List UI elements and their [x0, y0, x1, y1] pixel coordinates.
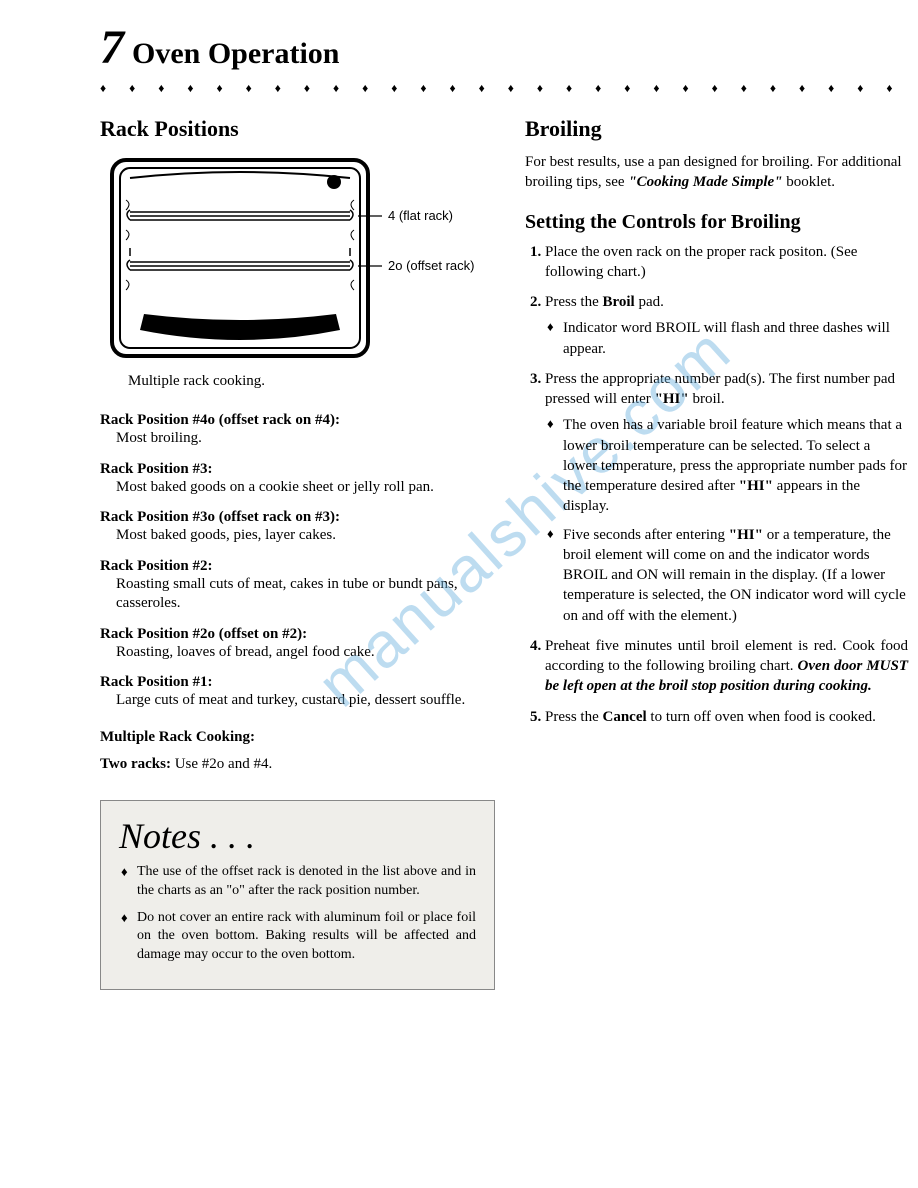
- note-item: The use of the offset rack is denoted in…: [137, 863, 476, 901]
- page-title: Oven Operation: [132, 37, 340, 71]
- rack-position-3o: Rack Position #3o (offset rack on #3): M…: [100, 509, 495, 546]
- rack-desc: Roasting, loaves of bread, angel food ca…: [116, 643, 495, 663]
- two-column-layout: Rack Positions: [100, 116, 908, 990]
- rack-title: Rack Position #3o (offset rack on #3):: [100, 509, 495, 526]
- rack-title: Rack Position #2:: [100, 558, 495, 575]
- right-column: Broiling For best results, use a pan des…: [525, 116, 908, 990]
- bullet: Five seconds after entering "HI" or a te…: [563, 525, 908, 626]
- page-header: 7 Oven Operation: [100, 20, 908, 75]
- note-item: Do not cover an entire rack with aluminu…: [137, 909, 476, 966]
- two-racks-value: Use #2o and #4.: [171, 756, 272, 772]
- step-3-bullets: The oven has a variable broil feature wh…: [545, 415, 908, 626]
- rack-title: Rack Position #2o (offset on #2):: [100, 626, 495, 643]
- notes-box: Notes . . . The use of the offset rack i…: [100, 800, 495, 990]
- broiling-heading: Broiling: [525, 116, 908, 142]
- step-4: Preheat five minutes until broil element…: [545, 636, 908, 697]
- oven-caption: Multiple rack cooking.: [128, 373, 495, 390]
- two-racks-label: Two racks:: [100, 756, 171, 772]
- two-racks-line: Two racks: Use #2o and #4.: [100, 754, 495, 774]
- bullet: Indicator word BROIL will flash and thre…: [563, 318, 908, 359]
- step-2-bullets: Indicator word BROIL will flash and thre…: [545, 318, 908, 359]
- broil-steps: Place the oven rack on the proper rack p…: [525, 242, 908, 727]
- step-2: Press the Broil pad. Indicator word BROI…: [545, 292, 908, 359]
- rack-desc: Most baked goods, pies, layer cakes.: [116, 526, 495, 546]
- rack-positions-heading: Rack Positions: [100, 116, 495, 142]
- bullet: The oven has a variable broil feature wh…: [563, 415, 908, 516]
- step-3: Press the appropriate number pad(s). The…: [545, 369, 908, 626]
- rack-title: Rack Position #4o (offset rack on #4):: [100, 412, 495, 429]
- divider-diamonds: ♦ ♦ ♦ ♦ ♦ ♦ ♦ ♦ ♦ ♦ ♦ ♦ ♦ ♦ ♦ ♦ ♦ ♦ ♦ ♦ …: [100, 81, 908, 96]
- rack-label-flat: 4 (flat rack): [388, 208, 453, 223]
- rack-position-4o: Rack Position #4o (offset rack on #4): M…: [100, 412, 495, 449]
- left-column: Rack Positions: [100, 116, 495, 990]
- step-1: Place the oven rack on the proper rack p…: [545, 242, 908, 283]
- rack-desc: Roasting small cuts of meat, cakes in tu…: [116, 575, 495, 614]
- rack-position-2o: Rack Position #2o (offset on #2): Roasti…: [100, 626, 495, 663]
- rack-position-1: Rack Position #1: Large cuts of meat and…: [100, 674, 495, 711]
- rack-title: Rack Position #1:: [100, 674, 495, 691]
- rack-desc: Large cuts of meat and turkey, custard p…: [116, 691, 495, 711]
- rack-position-3: Rack Position #3: Most baked goods on a …: [100, 461, 495, 498]
- notes-list: The use of the offset rack is denoted in…: [119, 863, 476, 965]
- step-5: Press the Cancel to turn off oven when f…: [545, 707, 908, 727]
- rack-title: Rack Position #3:: [100, 461, 495, 478]
- rack-desc: Most broiling.: [116, 429, 495, 449]
- oven-diagram: 4 (flat rack) 2o (offset rack): [100, 152, 495, 367]
- rack-label-offset: 2o (offset rack): [388, 258, 474, 273]
- notes-title: Notes . . .: [119, 815, 476, 857]
- page-number: 7: [100, 20, 124, 75]
- rack-position-2: Rack Position #2: Roasting small cuts of…: [100, 558, 495, 614]
- rack-desc: Most baked goods on a cookie sheet or je…: [116, 478, 495, 498]
- broiling-intro: For best results, use a pan designed for…: [525, 152, 908, 193]
- multiple-rack-heading: Multiple Rack Cooking:: [100, 729, 495, 746]
- setting-controls-heading: Setting the Controls for Broiling: [525, 211, 908, 234]
